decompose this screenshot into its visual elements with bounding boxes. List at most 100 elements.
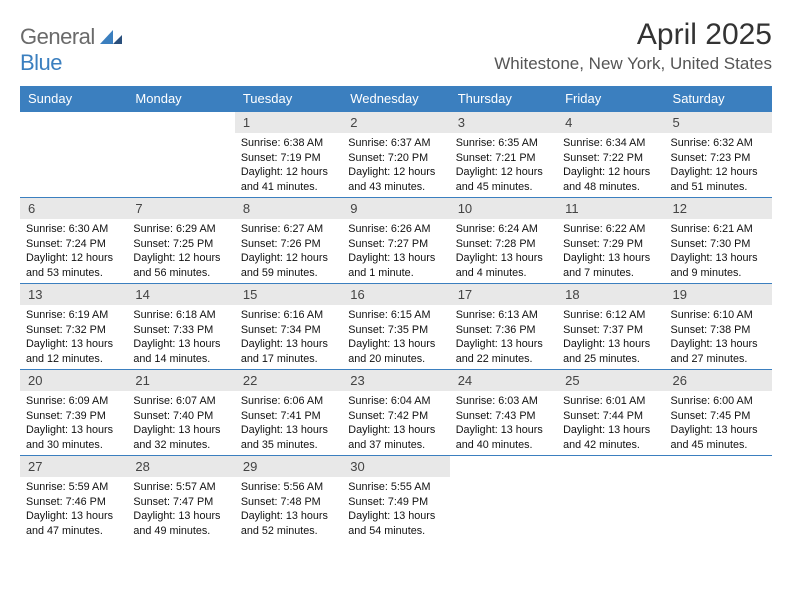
calendar-day	[557, 456, 664, 541]
sunset-text: Sunset: 7:44 PM	[563, 409, 658, 424]
day-number: 27	[20, 456, 127, 477]
calendar-day: 28Sunrise: 5:57 AMSunset: 7:47 PMDayligh…	[127, 456, 234, 541]
calendar-day: 1Sunrise: 6:38 AMSunset: 7:19 PMDaylight…	[235, 112, 342, 198]
day-info: Sunrise: 6:13 AMSunset: 7:36 PMDaylight:…	[450, 305, 557, 368]
sunset-text: Sunset: 7:43 PM	[456, 409, 551, 424]
day-number: 17	[450, 284, 557, 305]
day-info: Sunrise: 6:01 AMSunset: 7:44 PMDaylight:…	[557, 391, 664, 454]
day-number: 5	[665, 112, 772, 133]
logo-text-blue: Blue	[20, 50, 62, 75]
sunset-text: Sunset: 7:36 PM	[456, 323, 551, 338]
calendar-day: 4Sunrise: 6:34 AMSunset: 7:22 PMDaylight…	[557, 112, 664, 198]
day-number: 29	[235, 456, 342, 477]
daylight-text: Daylight: 13 hours and 47 minutes.	[26, 509, 121, 538]
calendar-week: 13Sunrise: 6:19 AMSunset: 7:32 PMDayligh…	[20, 284, 772, 370]
calendar-day: 19Sunrise: 6:10 AMSunset: 7:38 PMDayligh…	[665, 284, 772, 370]
calendar-table: SundayMondayTuesdayWednesdayThursdayFrid…	[20, 86, 772, 540]
sunrise-text: Sunrise: 6:34 AM	[563, 136, 658, 151]
sunset-text: Sunset: 7:42 PM	[348, 409, 443, 424]
daylight-text: Daylight: 12 hours and 59 minutes.	[241, 251, 336, 280]
day-info: Sunrise: 6:09 AMSunset: 7:39 PMDaylight:…	[20, 391, 127, 454]
day-info: Sunrise: 6:30 AMSunset: 7:24 PMDaylight:…	[20, 219, 127, 282]
day-info: Sunrise: 5:59 AMSunset: 7:46 PMDaylight:…	[20, 477, 127, 540]
sunrise-text: Sunrise: 6:03 AM	[456, 394, 551, 409]
calendar-day: 11Sunrise: 6:22 AMSunset: 7:29 PMDayligh…	[557, 198, 664, 284]
sunrise-text: Sunrise: 6:18 AM	[133, 308, 228, 323]
sunrise-text: Sunrise: 6:21 AM	[671, 222, 766, 237]
sunset-text: Sunset: 7:26 PM	[241, 237, 336, 252]
sunrise-text: Sunrise: 6:24 AM	[456, 222, 551, 237]
calendar-day	[665, 456, 772, 541]
sunset-text: Sunset: 7:39 PM	[26, 409, 121, 424]
calendar-day: 17Sunrise: 6:13 AMSunset: 7:36 PMDayligh…	[450, 284, 557, 370]
day-number: 4	[557, 112, 664, 133]
calendar-week: 20Sunrise: 6:09 AMSunset: 7:39 PMDayligh…	[20, 370, 772, 456]
daylight-text: Daylight: 13 hours and 22 minutes.	[456, 337, 551, 366]
day-info: Sunrise: 6:06 AMSunset: 7:41 PMDaylight:…	[235, 391, 342, 454]
daylight-text: Daylight: 13 hours and 49 minutes.	[133, 509, 228, 538]
calendar-day: 24Sunrise: 6:03 AMSunset: 7:43 PMDayligh…	[450, 370, 557, 456]
calendar-day: 25Sunrise: 6:01 AMSunset: 7:44 PMDayligh…	[557, 370, 664, 456]
calendar-day: 30Sunrise: 5:55 AMSunset: 7:49 PMDayligh…	[342, 456, 449, 541]
day-info: Sunrise: 6:37 AMSunset: 7:20 PMDaylight:…	[342, 133, 449, 196]
day-number: 6	[20, 198, 127, 219]
day-number: 16	[342, 284, 449, 305]
day-info: Sunrise: 6:34 AMSunset: 7:22 PMDaylight:…	[557, 133, 664, 196]
calendar-day: 21Sunrise: 6:07 AMSunset: 7:40 PMDayligh…	[127, 370, 234, 456]
day-header: Tuesday	[235, 86, 342, 112]
calendar-day: 26Sunrise: 6:00 AMSunset: 7:45 PMDayligh…	[665, 370, 772, 456]
daylight-text: Daylight: 13 hours and 20 minutes.	[348, 337, 443, 366]
sunrise-text: Sunrise: 6:12 AM	[563, 308, 658, 323]
sunset-text: Sunset: 7:45 PM	[671, 409, 766, 424]
sunrise-text: Sunrise: 5:59 AM	[26, 480, 121, 495]
daylight-text: Daylight: 13 hours and 35 minutes.	[241, 423, 336, 452]
sunrise-text: Sunrise: 6:09 AM	[26, 394, 121, 409]
calendar-day: 20Sunrise: 6:09 AMSunset: 7:39 PMDayligh…	[20, 370, 127, 456]
sunrise-text: Sunrise: 6:04 AM	[348, 394, 443, 409]
sunset-text: Sunset: 7:34 PM	[241, 323, 336, 338]
daylight-text: Daylight: 13 hours and 45 minutes.	[671, 423, 766, 452]
calendar-day: 14Sunrise: 6:18 AMSunset: 7:33 PMDayligh…	[127, 284, 234, 370]
sunset-text: Sunset: 7:28 PM	[456, 237, 551, 252]
logo-text-general: General	[20, 24, 95, 49]
day-info: Sunrise: 5:57 AMSunset: 7:47 PMDaylight:…	[127, 477, 234, 540]
logo-triangle-icon	[100, 24, 122, 50]
day-number: 30	[342, 456, 449, 477]
sunrise-text: Sunrise: 5:55 AM	[348, 480, 443, 495]
day-number: 14	[127, 284, 234, 305]
day-info: Sunrise: 6:04 AMSunset: 7:42 PMDaylight:…	[342, 391, 449, 454]
sunset-text: Sunset: 7:20 PM	[348, 151, 443, 166]
day-number: 2	[342, 112, 449, 133]
daylight-text: Daylight: 13 hours and 17 minutes.	[241, 337, 336, 366]
calendar-day: 7Sunrise: 6:29 AMSunset: 7:25 PMDaylight…	[127, 198, 234, 284]
calendar-day: 12Sunrise: 6:21 AMSunset: 7:30 PMDayligh…	[665, 198, 772, 284]
sunrise-text: Sunrise: 6:06 AM	[241, 394, 336, 409]
day-number: 13	[20, 284, 127, 305]
day-info: Sunrise: 6:29 AMSunset: 7:25 PMDaylight:…	[127, 219, 234, 282]
sunrise-text: Sunrise: 6:15 AM	[348, 308, 443, 323]
daylight-text: Daylight: 13 hours and 1 minute.	[348, 251, 443, 280]
sunset-text: Sunset: 7:24 PM	[26, 237, 121, 252]
location: Whitestone, New York, United States	[494, 54, 772, 74]
calendar-day	[127, 112, 234, 198]
daylight-text: Daylight: 12 hours and 53 minutes.	[26, 251, 121, 280]
sunrise-text: Sunrise: 6:00 AM	[671, 394, 766, 409]
sunset-text: Sunset: 7:33 PM	[133, 323, 228, 338]
day-info: Sunrise: 6:16 AMSunset: 7:34 PMDaylight:…	[235, 305, 342, 368]
day-info: Sunrise: 6:38 AMSunset: 7:19 PMDaylight:…	[235, 133, 342, 196]
sunrise-text: Sunrise: 6:29 AM	[133, 222, 228, 237]
sunset-text: Sunset: 7:40 PM	[133, 409, 228, 424]
calendar-day	[450, 456, 557, 541]
sunrise-text: Sunrise: 6:07 AM	[133, 394, 228, 409]
daylight-text: Daylight: 13 hours and 52 minutes.	[241, 509, 336, 538]
header: General Blue April 2025 Whitestone, New …	[20, 18, 772, 76]
day-info: Sunrise: 6:24 AMSunset: 7:28 PMDaylight:…	[450, 219, 557, 282]
sunset-text: Sunset: 7:47 PM	[133, 495, 228, 510]
daylight-text: Daylight: 13 hours and 30 minutes.	[26, 423, 121, 452]
sunset-text: Sunset: 7:27 PM	[348, 237, 443, 252]
logo: General Blue	[20, 24, 122, 76]
calendar-day: 13Sunrise: 6:19 AMSunset: 7:32 PMDayligh…	[20, 284, 127, 370]
calendar-day: 8Sunrise: 6:27 AMSunset: 7:26 PMDaylight…	[235, 198, 342, 284]
calendar-day: 16Sunrise: 6:15 AMSunset: 7:35 PMDayligh…	[342, 284, 449, 370]
day-header: Wednesday	[342, 86, 449, 112]
